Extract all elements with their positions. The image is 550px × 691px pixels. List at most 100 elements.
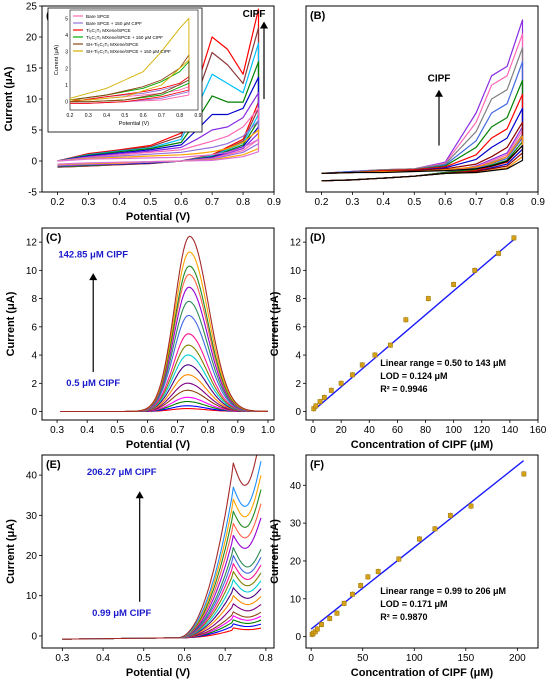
fit-annotation: Linear range = 0.99 to 206 μM <box>380 586 506 596</box>
data-point <box>511 235 517 241</box>
x-tick-label: 0 <box>308 653 314 664</box>
panel-label: (B) <box>310 10 326 22</box>
legend-entry: Bare SPCE <box>86 14 110 19</box>
data-point <box>432 526 438 532</box>
fit-annotation: R² = 0.9946 <box>380 384 427 394</box>
data-point <box>387 342 393 348</box>
x-tick-label: 0.8 <box>201 425 215 436</box>
x-tick-label: 0.9 <box>531 197 545 208</box>
lsv-curve <box>62 455 258 640</box>
panel-label: (F) <box>310 459 324 471</box>
x-tick-label: 0.3 <box>50 425 64 436</box>
data-point <box>372 352 378 358</box>
x-tick-label: 0.6 <box>178 653 192 664</box>
data-point <box>451 282 457 287</box>
panel-label: (D) <box>310 232 326 244</box>
cv-curve <box>57 138 260 165</box>
data-point <box>417 536 422 542</box>
inset-x-tick-label: 0.4 <box>103 113 110 119</box>
data-point <box>521 471 527 477</box>
y-tick-label: 0 <box>31 157 37 168</box>
y-tick-label: 5 <box>31 126 37 137</box>
data-point <box>317 399 323 405</box>
x-tick-label: 0.4 <box>96 653 110 664</box>
data-point <box>334 610 340 616</box>
x-tick-label: 100 <box>406 653 423 664</box>
x-axis-label: Potential (V) <box>126 439 191 451</box>
x-axis-label: Potential (V) <box>126 667 191 679</box>
y-axis-label: Current (μA) <box>3 66 15 131</box>
data-point <box>350 372 355 378</box>
legend-entry: SH-Ti₃C₂Tₓ MXene/SPCE + 150 μM CIPF <box>86 49 171 54</box>
x-tick-label: 1.0 <box>261 425 275 436</box>
x-tick-label: 0.6 <box>438 197 452 208</box>
fit-annotation: R² = 0.9870 <box>380 612 427 622</box>
x-axis-label: Concentration of CIPF (μM) <box>351 439 494 451</box>
panel-b: 0.2 0.3 0.4 0.5 0.6 0.7 0.8 0.9 (B) CIPF <box>305 5 545 208</box>
lsv-curve <box>62 571 262 640</box>
y-tick-label: 10 <box>26 95 38 106</box>
y-tick-label: 20 <box>290 556 302 567</box>
y-tick-label: 20 <box>26 551 38 562</box>
x-tick-label: 80 <box>420 425 432 436</box>
y-tick-label: 30 <box>290 519 302 530</box>
x-tick-label: 0.3 <box>55 653 69 664</box>
panel-label: (C) <box>46 232 62 244</box>
lsv-curve <box>62 623 262 640</box>
x-tick-label: 0 <box>310 425 316 436</box>
x-tick-label: 20 <box>336 425 348 436</box>
inset-x-tick-label: 0.7 <box>158 113 165 119</box>
annotation-bottom: 0.5 μM CIPF <box>66 378 120 389</box>
data-point <box>375 569 381 574</box>
y-tick-label: 6 <box>31 322 37 333</box>
panel-d: 0 20 40 60 80 100 120 140 160 0 2 4 6 8 10 12 Concentrat… <box>269 227 547 451</box>
y-tick-label: -5 <box>28 188 37 199</box>
arrow-label: CIPF <box>243 9 266 20</box>
y-tick-label: 6 <box>295 322 301 333</box>
y-axis-label: Current (μA) <box>269 291 281 356</box>
y-axis-label: Current (μA) <box>5 291 17 356</box>
x-tick-label: 0.7 <box>171 425 185 436</box>
x-tick-label: 0.9 <box>267 197 281 208</box>
fit-line <box>310 460 524 630</box>
x-tick-label: 0.3 <box>345 197 359 208</box>
x-tick-label: 0.5 <box>407 197 421 208</box>
inset-y-axis-label: Current (μA) <box>54 45 60 76</box>
inset-x-axis-label: Potential (V) <box>119 121 149 127</box>
y-tick-label: 40 <box>290 481 302 492</box>
y-tick-label: 30 <box>26 511 38 522</box>
inset-x-tick-label: 0.6 <box>140 113 147 119</box>
inset-x-tick-label: 0.8 <box>176 113 183 119</box>
x-tick-label: 0.4 <box>80 425 94 436</box>
plot-frame <box>305 454 539 649</box>
panel-label: (E) <box>46 459 61 471</box>
x-tick-label: 120 <box>473 425 490 436</box>
inset-y-tick-label: 5 <box>65 16 68 22</box>
legend-entry: Ti₃C₂Tₓ MXene/SPCE + 150 μM CIPF <box>86 35 163 40</box>
y-tick-label: 10 <box>290 266 302 277</box>
y-tick-label: 10 <box>26 266 38 277</box>
x-tick-label: 0.7 <box>205 197 219 208</box>
legend-entry: SH-Ti₃C₂Tₓ MXene/SPCE <box>86 42 138 47</box>
y-tick-label: 25 <box>26 2 38 13</box>
fit-annotation: LOD = 0.124 μM <box>380 371 447 381</box>
cipf-arrow-head <box>435 89 444 97</box>
data-point <box>425 296 431 301</box>
series-group <box>62 455 262 640</box>
y-tick-label: 2 <box>31 379 37 390</box>
data-point <box>313 403 319 409</box>
x-tick-label: 0.3 <box>81 197 95 208</box>
y-tick-label: 0 <box>295 632 301 643</box>
x-tick-label: 0.8 <box>500 197 514 208</box>
inset-y-tick-label: 3 <box>65 50 68 56</box>
data-point <box>472 267 478 273</box>
inset-plot-frame <box>69 9 199 111</box>
inset-curve <box>69 17 190 101</box>
inset-x-tick-label: 0.9 <box>195 113 202 119</box>
data-point <box>358 583 364 588</box>
x-tick-label: 0.7 <box>218 653 232 664</box>
data-point <box>365 574 371 580</box>
arrow-label: CIPF <box>428 74 451 85</box>
fit-line <box>312 238 515 412</box>
